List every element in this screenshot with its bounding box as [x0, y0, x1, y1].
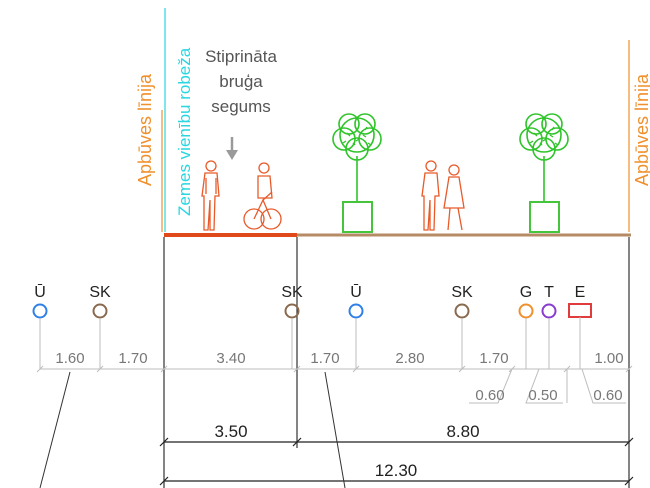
tree-right [519, 113, 569, 233]
utility-pipe-symbol [348, 303, 364, 319]
utility-code-label: SK [281, 284, 303, 301]
pedestrian-couple-icon [421, 160, 465, 231]
dim-row1-label: 2.80 [395, 350, 424, 367]
pedestrian-icon [201, 160, 220, 231]
dim-row1-label: 1.00 [594, 350, 623, 367]
utility-code-label: Ū [34, 283, 46, 301]
utility-pipe-symbol [92, 303, 108, 319]
tree-left [332, 113, 382, 233]
land-boundary-label: Zemes vienību robeža [175, 47, 194, 216]
utility-code-label: SK [451, 284, 473, 301]
utility-sk-marker: SK [451, 284, 473, 369]
leader-line-middle [324, 371, 346, 488]
paving-label-3: segums [211, 97, 271, 116]
dimension-total [159, 476, 634, 486]
dimension-row-2 [469, 368, 626, 404]
dim-tick [352, 365, 360, 373]
utility-pipe-symbol [541, 303, 557, 319]
utility-e-marker: E [568, 284, 592, 369]
utility-code-label: SK [89, 284, 111, 301]
dim-row1-label: 1.70 [118, 350, 147, 367]
utility-ū-marker: Ū [348, 283, 364, 369]
dim-8-80: 8.80 [446, 422, 479, 441]
dim-0-60-right: 0.60 [593, 387, 622, 404]
dim-tick [458, 365, 466, 373]
cyclist-icon [243, 162, 282, 230]
leader-line-left [39, 371, 71, 488]
dim-row1-label: 1.70 [310, 350, 339, 367]
building-line-right-label: Apbūves līnija [632, 73, 650, 186]
paving-label-2: bruģa [219, 72, 263, 91]
dim-row1-label: 3.40 [216, 350, 245, 367]
utility-pipe-symbol [284, 303, 300, 319]
utility-sk-marker: SK [89, 284, 111, 369]
dim-tick [160, 365, 168, 373]
dim-0-50: 0.50 [528, 387, 557, 404]
dim-row1-label: 1.70 [479, 350, 508, 367]
dimension-row-1: 1.60 1.70 3.40 1.70 2.80 1.70 1.00 [36, 350, 633, 373]
dimension-row-3 [159, 437, 634, 447]
dim-0-60-left: 0.60 [475, 387, 504, 404]
utility-code-label: T [544, 284, 554, 301]
dim-total: 12.30 [375, 461, 418, 480]
dim-tick [96, 365, 104, 373]
utility-pipe-symbol [518, 303, 534, 319]
utility-code-label: Ū [350, 283, 362, 301]
dim-3-50: 3.50 [214, 422, 247, 441]
building-line-left-label: Apbūves līnija [135, 73, 155, 186]
planter-left [342, 201, 373, 233]
dim-row1-label: 1.60 [55, 350, 84, 367]
utility-pipe-symbol [32, 303, 48, 319]
planter-right [529, 201, 560, 233]
utility-markers: Ū SK SK Ū SK G T E [32, 283, 592, 369]
utility-g-marker: G [518, 284, 534, 369]
utility-code-label: G [520, 284, 532, 301]
dim-tick [625, 365, 633, 373]
dim-tick [36, 365, 44, 373]
electric-cable-symbol [568, 303, 592, 318]
paving-label-1: Stiprināta [205, 47, 277, 66]
utility-sk-marker: SK [281, 284, 303, 369]
utility-pipe-symbol [454, 303, 470, 319]
utility-t-marker: T [541, 284, 557, 369]
dim-tick [293, 365, 301, 373]
utility-code-label: E [575, 284, 586, 301]
down-arrow-icon [226, 137, 238, 160]
utility-ū-marker: Ū [32, 283, 48, 369]
